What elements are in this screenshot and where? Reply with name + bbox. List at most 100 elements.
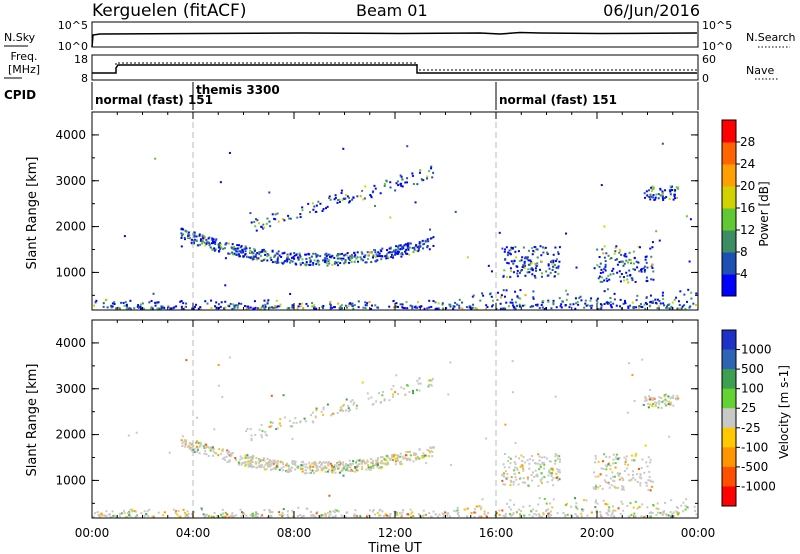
echo-cell	[655, 230, 658, 233]
power-colorbar-tick-label: 24	[740, 157, 755, 171]
echo-cell	[606, 465, 609, 468]
echo-cell	[264, 250, 267, 253]
colorbar-segment	[722, 427, 736, 448]
echo-cell	[393, 453, 396, 456]
echo-cell	[420, 178, 423, 181]
echo-cell	[605, 455, 608, 458]
echo-cell	[516, 265, 519, 268]
x-tick-label: 16:00	[479, 526, 514, 540]
echo-cell	[442, 513, 445, 516]
echo-cell	[213, 451, 216, 454]
echo-cell	[250, 463, 253, 466]
echo-cell	[336, 264, 339, 267]
echo-cell	[638, 476, 641, 479]
echo-cell	[458, 304, 461, 307]
echo-cell	[669, 193, 672, 196]
echo-cell	[637, 467, 640, 470]
echo-cell	[532, 290, 535, 293]
echo-cell	[674, 398, 677, 401]
echo-cell	[380, 250, 383, 253]
echo-cell	[328, 494, 331, 497]
echo-cell	[634, 454, 637, 457]
echo-cell	[643, 269, 646, 272]
echo-cell	[133, 509, 136, 512]
echo-cell	[590, 297, 593, 300]
echo-cell	[324, 259, 327, 262]
echo-cell	[330, 470, 333, 473]
echo-cell	[134, 510, 137, 513]
echo-cell	[418, 457, 421, 460]
echo-cell	[385, 463, 388, 466]
echo-cell	[350, 463, 353, 466]
echo-cell	[244, 252, 247, 255]
echo-cell	[292, 421, 295, 424]
echo-cell	[263, 307, 266, 310]
echo-cell	[115, 515, 118, 518]
echo-cell	[509, 462, 512, 465]
echo-cell	[594, 454, 597, 457]
echo-cell	[480, 506, 483, 509]
echo-cell	[395, 302, 398, 305]
echo-cell	[624, 302, 627, 305]
echo-cell	[559, 305, 562, 308]
echo-cell	[620, 260, 623, 263]
echo-cell	[688, 306, 691, 309]
echo-cell	[522, 456, 525, 459]
echo-cell	[128, 307, 131, 310]
echo-cell	[397, 248, 400, 251]
echo-cell	[541, 272, 544, 275]
echo-cell	[614, 486, 617, 489]
echo-cell	[624, 463, 627, 466]
echo-cell	[688, 260, 691, 263]
echo-cell	[282, 508, 285, 511]
echo-cell	[193, 447, 196, 450]
echo-cell	[288, 307, 291, 310]
echo-cell	[626, 467, 629, 470]
echo-cell	[508, 513, 511, 516]
echo-cell	[428, 248, 431, 251]
echo-cell	[383, 183, 386, 186]
echo-cell	[608, 486, 611, 489]
echo-cell	[226, 449, 229, 452]
echo-cell	[277, 261, 280, 264]
echo-cell	[649, 403, 652, 406]
echo-cell	[342, 469, 345, 472]
echo-cell	[509, 457, 512, 460]
echo-cell	[552, 265, 555, 268]
echo-cell	[526, 256, 529, 259]
echo-cell	[394, 457, 397, 460]
echo-cell	[506, 476, 509, 479]
echo-cell	[191, 307, 194, 310]
echo-cell	[397, 184, 400, 187]
echo-cell	[514, 476, 517, 479]
echo-cell	[300, 464, 303, 467]
echo-cell	[324, 461, 327, 464]
echo-cell	[648, 475, 651, 478]
echo-cell	[131, 510, 134, 513]
cpid-mode-label: themis 3300	[196, 83, 280, 97]
echo-cell	[99, 513, 102, 516]
echo-cell	[612, 272, 615, 275]
echo-cell	[228, 460, 231, 463]
echo-cell	[102, 305, 105, 308]
echo-cell	[197, 307, 200, 310]
echo-cell	[128, 512, 131, 515]
echo-cell	[647, 406, 650, 409]
echo-cell	[342, 410, 345, 413]
echo-cell	[202, 237, 205, 240]
echo-cell	[268, 458, 271, 461]
echo-cell	[100, 512, 103, 515]
echo-cell	[124, 301, 127, 304]
echo-cell	[351, 302, 354, 305]
echo-cell	[526, 476, 529, 479]
echo-cell	[535, 513, 538, 516]
echo-cell	[205, 513, 208, 516]
echo-cell	[521, 304, 524, 307]
echo-cell	[650, 186, 653, 189]
nave-tick-bottom: 0	[702, 72, 709, 85]
echo-cell	[316, 511, 319, 514]
echo-cell	[266, 301, 269, 304]
echo-cell	[550, 475, 553, 478]
echo-cell	[315, 470, 318, 473]
echo-cell	[305, 472, 308, 475]
